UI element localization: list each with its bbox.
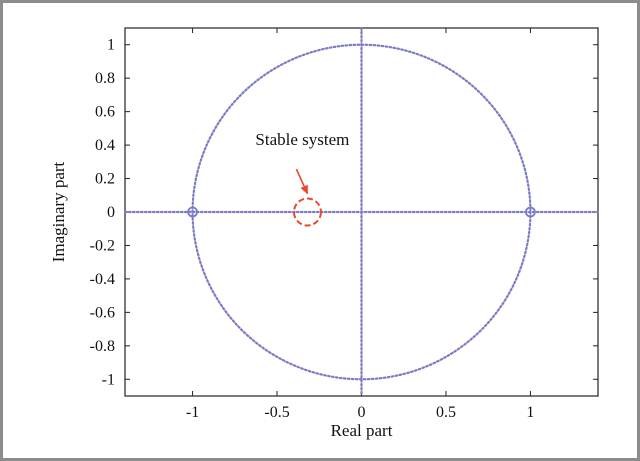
pole-marker: [187, 206, 198, 218]
pole-marker: [525, 206, 536, 218]
y-tick-label: 0.8: [95, 70, 115, 87]
pole-markers: [187, 206, 536, 218]
x-tick-label: 0: [358, 404, 366, 421]
y-tick-label: -1: [102, 371, 115, 388]
y-tick-label: 1: [107, 37, 115, 54]
y-tick-label: 0.6: [95, 104, 115, 121]
unit-circle-group: [191, 43, 532, 381]
x-axis-label: Real part: [331, 421, 393, 440]
x-tick-label: 0.5: [436, 404, 456, 421]
y-tick-label: -0.8: [90, 338, 115, 355]
y-axis-label: Imaginary part: [49, 161, 68, 262]
x-tick-label: -1: [186, 404, 199, 421]
y-tick-label: 0.2: [95, 171, 115, 188]
y-tick-label: 0: [107, 204, 115, 221]
stable-highlight-circle: [292, 197, 322, 227]
y-tick-label: 0.4: [95, 137, 115, 154]
x-tick-label: 1: [526, 404, 534, 421]
x-tick-label: -0.5: [264, 404, 289, 421]
tick-labels: 1 0.8 0.6 0.4 0.2 0 -0.2 -0.4 -0.6 -0.8 -1 -1 -0.5 0 0…: [90, 37, 535, 421]
axis-lines: [123, 26, 600, 398]
y-tick-label: -0.4: [90, 271, 115, 288]
unit-circle: [191, 43, 532, 381]
stable-highlight-group: [292, 197, 322, 227]
annotation-arrow: [295, 168, 309, 195]
y-tick-label: -0.2: [90, 237, 115, 254]
y-tick-label: -0.6: [90, 304, 115, 321]
annotation-stable-system: Stable system: [255, 130, 349, 149]
